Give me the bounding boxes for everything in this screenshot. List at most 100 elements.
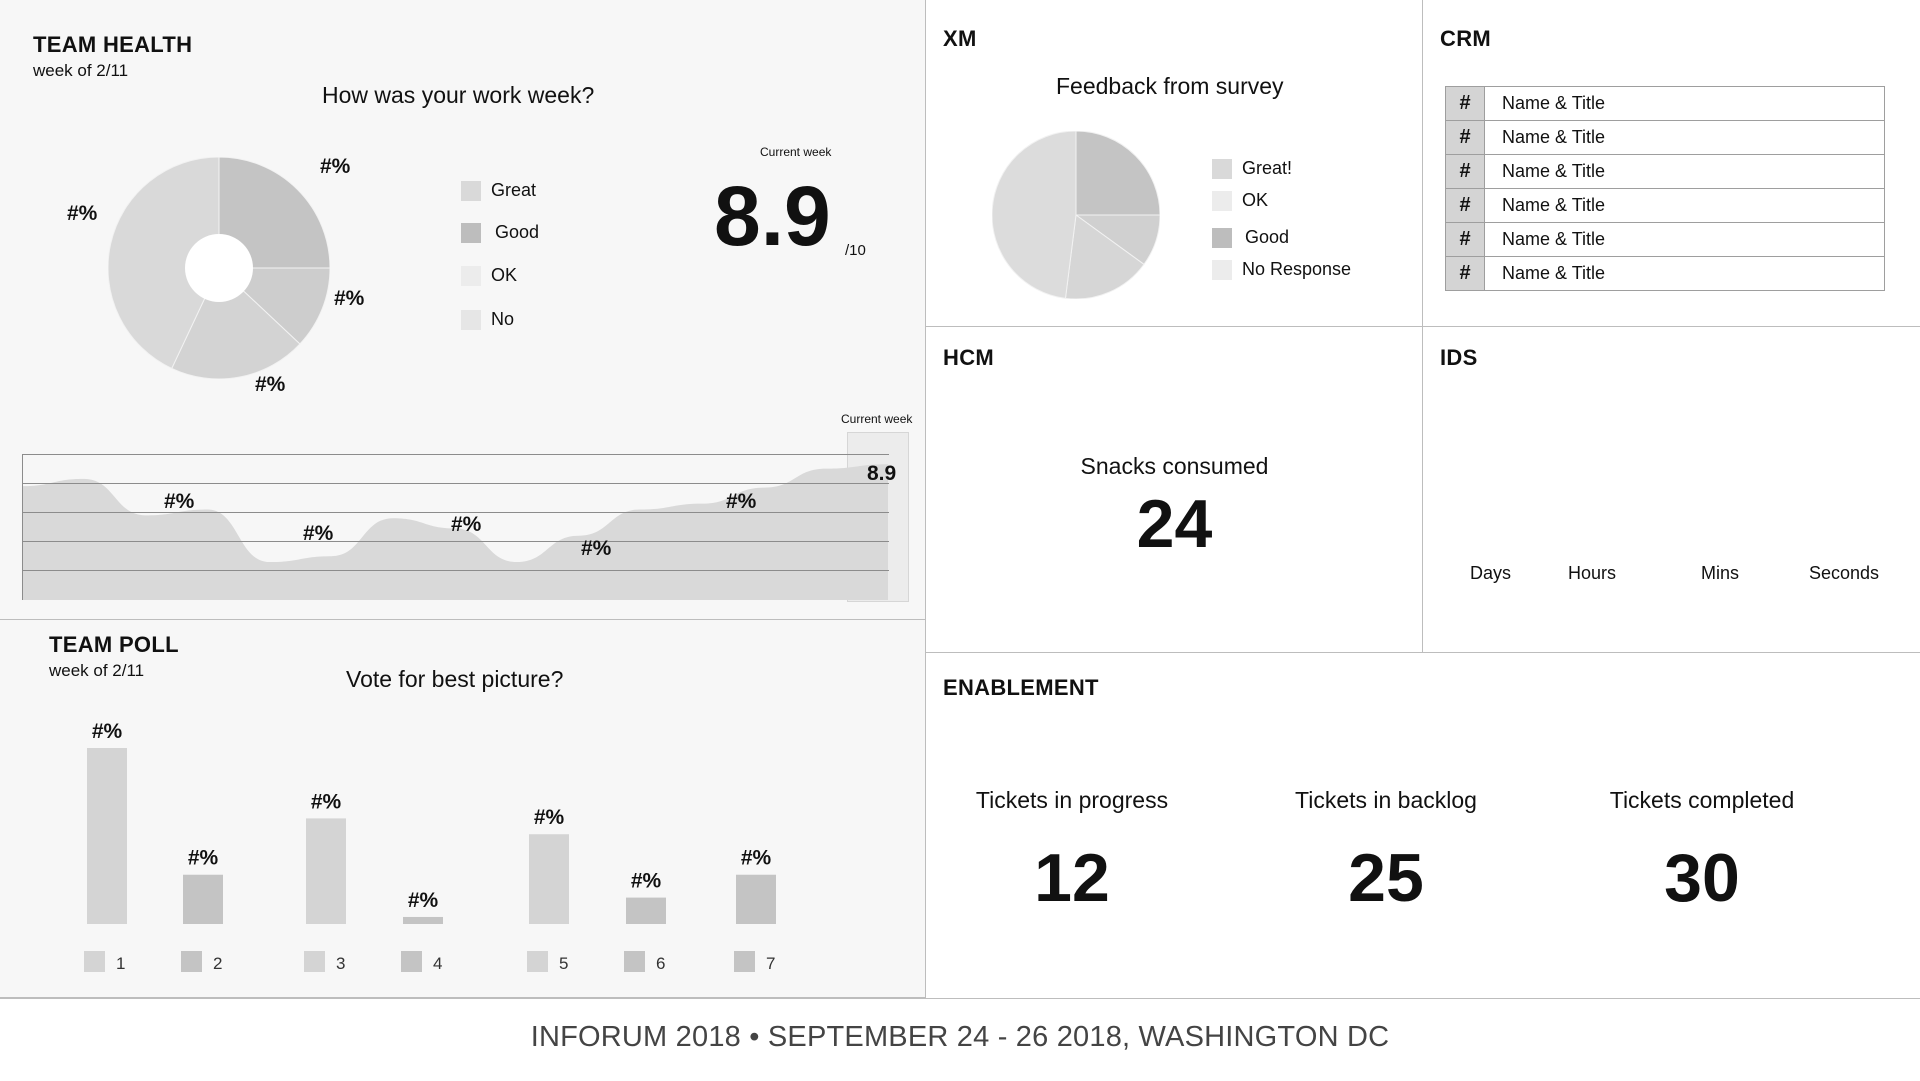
hcm-label: Snacks consumed — [1080, 453, 1269, 479]
donut-label: #% — [334, 287, 365, 310]
poll-legend-label: 2 — [213, 954, 222, 973]
crm-rank: # — [1445, 188, 1485, 223]
xm-pie-chart — [992, 131, 1160, 299]
poll-legend-swatch — [734, 951, 755, 972]
poll-legend-label: 6 — [656, 954, 665, 973]
health-legend-great: Great — [461, 180, 536, 201]
crm-name: Name & Title — [1484, 256, 1885, 291]
legend-label: OK — [1242, 190, 1269, 210]
team-poll-panel: TEAM POLL week of 2/11 Vote for best pic… — [0, 620, 926, 998]
table-row[interactable]: # Name & Title — [1445, 120, 1885, 155]
poll-legend-label: 7 — [766, 954, 775, 973]
health-score: 8.9 — [714, 169, 831, 263]
crm-name: Name & Title — [1484, 222, 1885, 257]
crm-title: CRM — [1440, 26, 1492, 51]
poll-bar-label: #% — [631, 870, 662, 893]
crm-name: Name & Title — [1484, 154, 1885, 189]
health-donut-chart — [108, 157, 330, 379]
poll-bar-1 — [87, 748, 127, 924]
stat-label: Tickets completed — [1609, 787, 1795, 813]
team-health-subtitle: week of 2/11 — [33, 61, 129, 80]
team-poll-subtitle: week of 2/11 — [49, 661, 145, 680]
crm-table: # Name & Title # Name & Title # Name & T… — [1445, 86, 1885, 291]
stat-value: 12 — [1034, 840, 1110, 916]
poll-legend-label: 1 — [116, 954, 125, 973]
poll-legend-swatch — [527, 951, 548, 972]
pie-slice-no-response — [992, 131, 1077, 299]
ids-panel: IDS Days Hours Mins Seconds — [1423, 327, 1920, 653]
trend-label: #% — [581, 537, 612, 560]
xm-title: XM — [943, 26, 977, 51]
table-row[interactable]: # Name & Title — [1445, 256, 1885, 291]
pie-slice-no — [108, 157, 220, 370]
poll-legend-swatch — [84, 951, 105, 972]
ids-unit-seconds: Seconds — [1809, 563, 1880, 583]
health-legend-ok: OK — [461, 265, 517, 286]
table-row[interactable]: # Name & Title — [1445, 154, 1885, 189]
pie-slice-good — [1064, 214, 1145, 299]
trend-current-caption: Current week — [841, 412, 913, 426]
team-poll-question: Vote for best picture? — [346, 666, 564, 692]
health-trend-chart — [22, 454, 889, 600]
xm-legend-ok: OK — [1212, 190, 1268, 211]
poll-bar-6 — [626, 897, 666, 924]
enablement-title: ENABLEMENT — [943, 675, 1099, 700]
donut-label: #% — [67, 202, 98, 225]
poll-legend-swatch — [304, 951, 325, 972]
enablement-panel: ENABLEMENT Tickets in progress 12 Ticket… — [926, 653, 1920, 998]
table-row[interactable]: # Name & Title — [1445, 188, 1885, 223]
footer-text: INFORUM 2018 • SEPTEMBER 24 - 26 2018, W… — [530, 1021, 1390, 1053]
poll-bar-2 — [183, 874, 223, 924]
trend-label: #% — [303, 522, 334, 545]
stat-label: Tickets in backlog — [1295, 787, 1477, 813]
table-row[interactable]: # Name & Title — [1445, 86, 1885, 121]
poll-bar-7 — [736, 874, 776, 924]
poll-bar-label: #% — [534, 806, 565, 829]
ids-unit-mins: Mins — [1701, 563, 1740, 583]
poll-legend-label: 4 — [433, 954, 442, 973]
health-legend-no: No — [461, 309, 514, 330]
trend-label: #% — [451, 513, 482, 536]
donut-label: #% — [320, 155, 351, 178]
team-poll-title: TEAM POLL — [49, 632, 179, 657]
legend-swatch — [1212, 227, 1232, 248]
legend-swatch — [1212, 259, 1232, 280]
crm-name: Name & Title — [1484, 120, 1885, 155]
trend-current-value: 8.9 — [867, 462, 897, 485]
crm-name: Name & Title — [1484, 86, 1885, 121]
stat-value: 30 — [1664, 840, 1740, 916]
legend-swatch — [1212, 158, 1232, 179]
crm-rank: # — [1445, 86, 1485, 121]
table-row[interactable]: # Name & Title — [1445, 222, 1885, 257]
poll-bar-label: #% — [311, 790, 342, 813]
legend-label: No — [491, 309, 515, 329]
poll-legend-label: 5 — [559, 954, 568, 973]
trend-label: #% — [164, 490, 195, 513]
poll-bar-label: #% — [741, 847, 772, 870]
xm-legend-great: Great! — [1212, 158, 1292, 179]
stat-label: Tickets in progress — [975, 787, 1169, 813]
legend-swatch — [461, 222, 481, 243]
xm-legend-no-response: No Response — [1212, 259, 1351, 280]
ids-unit-hours: Hours — [1568, 563, 1617, 583]
donut-hole — [185, 234, 253, 302]
hcm-value: 24 — [1136, 486, 1213, 562]
current-week-caption: Current week — [760, 145, 832, 159]
xm-legend-good: Good — [1212, 227, 1289, 248]
pie-slice-great- — [1075, 131, 1160, 216]
hcm-panel: HCM Snacks consumed 24 — [926, 327, 1423, 653]
team-health-title: TEAM HEALTH — [33, 32, 193, 57]
legend-label: Great! — [1242, 158, 1293, 178]
legend-swatch — [461, 265, 481, 286]
legend-label: Good — [1245, 227, 1290, 247]
hcm-title: HCM — [943, 345, 995, 370]
legend-label: No Response — [1242, 259, 1352, 279]
footer: INFORUM 2018 • SEPTEMBER 24 - 26 2018, W… — [0, 998, 1920, 1081]
poll-bar-3 — [306, 818, 346, 924]
legend-swatch — [461, 180, 481, 201]
crm-name: Name & Title — [1484, 188, 1885, 223]
stat-value: 25 — [1348, 840, 1424, 916]
trend-area — [22, 464, 888, 600]
health-legend-good: Good — [461, 222, 539, 243]
poll-bar-chart: #% 1 #% 2 #% 3 #% 4 #% 5 #% 6 #% 7 — [84, 720, 776, 973]
